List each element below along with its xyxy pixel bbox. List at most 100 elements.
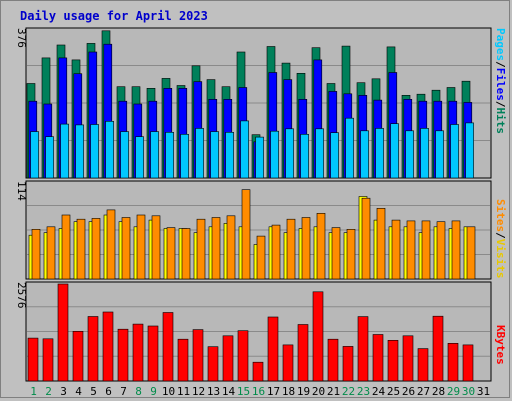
x-tick-label: 26 [402,385,415,398]
pages-bar [195,128,204,179]
sites-bar [106,209,116,280]
x-tick-label: 20 [312,385,325,398]
x-tick-label: 8 [135,385,142,398]
pages-bar [240,120,249,179]
legend-kbytes: KBytes [494,325,507,365]
x-tick-label: 4 [75,385,82,398]
x-tick-label: 30 [462,385,475,398]
sites-bar [436,221,446,280]
x-tick-label: 23 [357,385,370,398]
legend-hits-panel: Pages/Files/Hits [494,28,507,134]
kbytes-bar [192,329,204,382]
kbytes-bar [447,342,459,382]
pages-bar [120,131,129,179]
pages-bar [465,122,474,179]
legend-separator: / [494,232,507,239]
kbytes-bar [432,315,444,382]
pages-bar [225,132,234,179]
kbytes-bar [402,335,414,382]
x-tick-label: 7 [120,385,127,398]
legend-sites: Sites [494,199,507,232]
x-tick-label: 6 [105,385,112,398]
pages-bar [180,134,189,179]
visits-axis-max-label: 114 [15,181,28,201]
x-tick-label: 12 [192,385,205,398]
pages-bar [420,128,429,179]
legend-separator: / [494,61,507,68]
kbytes-bar [312,291,324,382]
pages-bar [135,136,144,179]
sites-bar [226,215,236,280]
kbytes-bar [117,328,129,382]
legend-files: Files [494,68,507,101]
pages-bar [165,132,174,179]
kbytes-bar [252,361,264,382]
x-tick-label: 21 [327,385,340,398]
x-tick-label: 11 [177,385,190,398]
x-tick-label: 3 [60,385,67,398]
pages-bar [30,131,39,179]
sites-bar [301,217,311,280]
pages-bar [210,131,219,179]
kbytes-bar [177,338,189,382]
kbytes-bar [222,335,234,382]
chart-title: Daily usage for April 2023 [20,9,208,23]
x-tick-label: 5 [90,385,97,398]
pages-bar [150,131,159,179]
sites-bar [406,220,416,280]
sites-bar [331,227,341,280]
pages-bar [330,132,339,179]
x-tick-label: 24 [372,385,386,398]
legend-pages: Pages [494,28,507,61]
kbytes-bar [87,316,99,382]
sites-bar [256,235,266,280]
kbytes-bar [372,334,384,382]
kbytes-bar [462,344,474,382]
kbytes-bar [27,337,39,382]
kbytes-bar [207,346,219,382]
x-tick-label: 27 [417,385,430,398]
x-tick-label: 1 [30,385,37,398]
bars [26,30,476,382]
pages-bar [315,128,324,179]
x-tick-label: 2 [45,385,52,398]
sites-bar [271,224,281,280]
pages-bar [60,123,69,179]
kbytes-axis-max-label: 2576 [15,282,28,309]
pages-bar [390,123,399,179]
pages-bar [285,128,294,179]
sites-bar [136,214,146,280]
legend-kbytes-panel: KBytes [494,325,507,365]
x-tick-label: 25 [387,385,400,398]
x-tick-label: 19 [297,385,310,398]
x-tick-label: 9 [150,385,157,398]
pages-bar [435,130,444,179]
pages-bar [300,134,309,179]
sites-bar [91,218,101,280]
kbytes-bar [342,346,354,382]
sites-bar [376,208,386,280]
legend-hits: Hits [494,108,507,135]
sites-bar [211,217,221,280]
sites-bar [196,218,206,280]
sites-bar [391,219,401,280]
x-tick-label: 28 [432,385,445,398]
legend-visits-panel: Sites/Visits [494,199,507,279]
kbytes-bar [282,344,294,382]
kbytes-bar [147,325,159,382]
x-tick-label: 31 [477,385,490,398]
sites-bar [466,226,476,280]
sites-bar [346,229,356,280]
pages-bar [75,124,84,179]
kbytes-bar [162,312,174,382]
pages-bar [450,124,459,179]
kbytes-bar [417,348,429,382]
kbytes-bar [102,311,114,382]
pages-bar [270,130,279,179]
pages-bar [45,136,54,179]
pages-bar [90,124,99,179]
x-tick-label: 14 [222,385,236,398]
sites-bar [166,227,176,280]
